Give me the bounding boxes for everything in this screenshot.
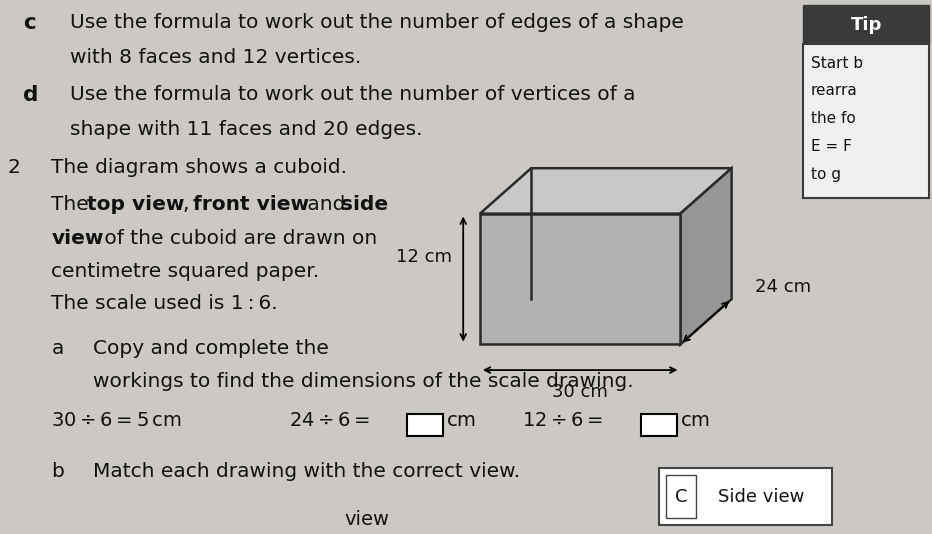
Text: rearra: rearra bbox=[811, 83, 857, 98]
Text: of the cuboid are drawn on: of the cuboid are drawn on bbox=[98, 229, 377, 248]
Text: ,: , bbox=[183, 195, 196, 214]
Text: c: c bbox=[23, 13, 36, 33]
Text: workings to find the dimensions of the scale drawing.: workings to find the dimensions of the s… bbox=[93, 372, 634, 391]
Text: $\mathrm{cm}$: $\mathrm{cm}$ bbox=[446, 411, 476, 430]
Bar bbox=[803, 44, 929, 198]
Text: d: d bbox=[23, 85, 38, 105]
Text: E = F: E = F bbox=[811, 139, 852, 154]
Polygon shape bbox=[680, 168, 732, 344]
Text: view: view bbox=[51, 229, 103, 248]
Bar bbox=[666, 475, 696, 518]
Text: view: view bbox=[345, 510, 390, 529]
Text: $30\div6=5\,\mathrm{cm}$: $30\div6=5\,\mathrm{cm}$ bbox=[51, 411, 182, 430]
Text: The: The bbox=[51, 195, 95, 214]
Text: 2: 2 bbox=[7, 158, 21, 177]
Text: Use the formula to work out the number of edges of a shape: Use the formula to work out the number o… bbox=[70, 13, 684, 33]
Text: shape with 11 faces and 20 edges.: shape with 11 faces and 20 edges. bbox=[70, 120, 422, 139]
Text: The scale used is 1 : 6.: The scale used is 1 : 6. bbox=[51, 294, 278, 313]
Text: a: a bbox=[51, 339, 63, 358]
Text: side: side bbox=[341, 195, 389, 214]
Text: the fo: the fo bbox=[811, 111, 856, 126]
Text: Tip: Tip bbox=[851, 15, 882, 34]
Text: $\mathrm{cm}$: $\mathrm{cm}$ bbox=[680, 411, 710, 430]
Polygon shape bbox=[480, 168, 732, 214]
Text: 30 cm: 30 cm bbox=[553, 383, 608, 402]
Text: b: b bbox=[51, 462, 64, 481]
Text: top view: top view bbox=[87, 195, 185, 214]
Text: with 8 faces and 12 vertices.: with 8 faces and 12 vertices. bbox=[70, 48, 361, 67]
Text: and: and bbox=[301, 195, 351, 214]
Text: Copy and complete the: Copy and complete the bbox=[93, 339, 329, 358]
Text: 12 cm: 12 cm bbox=[396, 248, 452, 266]
Text: Start b: Start b bbox=[811, 56, 863, 70]
Text: Match each drawing with the correct view.: Match each drawing with the correct view… bbox=[93, 462, 520, 481]
Text: C: C bbox=[675, 488, 688, 506]
Polygon shape bbox=[480, 214, 680, 344]
FancyBboxPatch shape bbox=[659, 468, 832, 525]
Text: front view: front view bbox=[193, 195, 309, 214]
Text: $12\div6=$: $12\div6=$ bbox=[522, 411, 603, 430]
Bar bbox=[803, 5, 929, 44]
Text: to g: to g bbox=[811, 167, 841, 182]
Text: centimetre squared paper.: centimetre squared paper. bbox=[51, 262, 320, 281]
Bar bbox=[641, 414, 677, 436]
Text: Use the formula to work out the number of vertices of a: Use the formula to work out the number o… bbox=[70, 85, 636, 105]
Text: 24 cm: 24 cm bbox=[755, 278, 811, 296]
Text: Side view: Side view bbox=[718, 488, 804, 506]
Text: $24\div6=$: $24\div6=$ bbox=[289, 411, 370, 430]
Bar bbox=[407, 414, 443, 436]
Text: The diagram shows a cuboid.: The diagram shows a cuboid. bbox=[51, 158, 348, 177]
